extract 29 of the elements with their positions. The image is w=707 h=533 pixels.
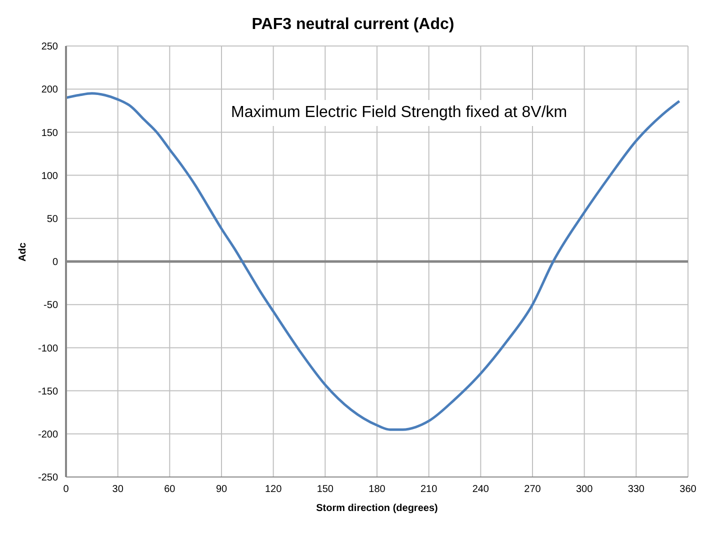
x-tick-label: 120 [264,484,282,496]
y-tick-label: -50 [44,300,58,312]
y-tick-label: 250 [41,42,58,53]
annotation: Maximum Electric Field Strength fixed at 8V/km [223,100,576,126]
x-tick-label: 270 [524,484,542,496]
y-tick-label: -150 [38,386,58,398]
x-tick-label: 60 [164,484,176,496]
y-tick-label: -200 [38,429,58,440]
line-series [66,92,681,431]
x-axis-title: Storm direction (degrees) [316,503,438,514]
y-tick-label: 50 [46,214,58,225]
y-tick-label: 0 [52,257,58,268]
x-tick-label: 360 [680,484,697,496]
x-tick-label: 30 [112,484,124,496]
x-tick-label: 210 [420,484,438,496]
x-tick-label: 150 [316,484,334,496]
x-tick-label: 0 [63,484,70,496]
x-tick-label: 300 [576,484,594,496]
y-tick-label: 150 [41,128,58,139]
y-axis-title: Adc [18,242,29,262]
x-tick-label: 180 [368,484,386,496]
y-tick-label: 200 [41,84,58,96]
chart-title: PAF3 neutral current (Adc) [250,16,456,34]
x-tick-label: 240 [472,484,490,496]
x-tick-label: 330 [628,484,645,496]
y-tick-label: 100 [41,170,58,182]
y-tick-label: -100 [38,343,58,354]
y-tick-label: -250 [38,472,58,484]
x-tick-label: 90 [216,484,228,496]
